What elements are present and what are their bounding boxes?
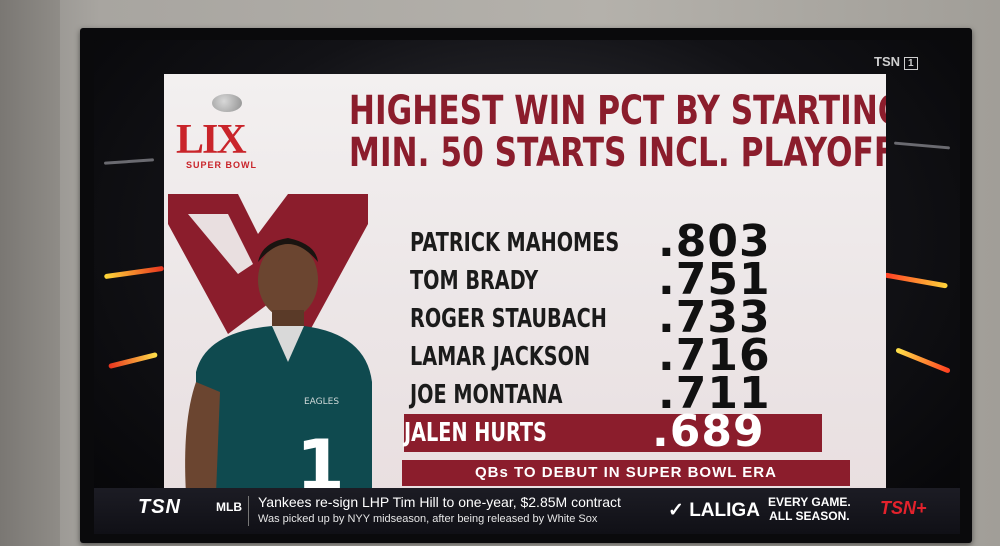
qb-row: LAMAR JACKSON .716 [410,334,830,378]
news-ticker: TSN MLB Yankees re-sign LHP Tim Hill to … [94,488,960,534]
wall [0,0,60,546]
win-pct: .803 [658,216,771,267]
qb-row: JOE MONTANA .711 [410,372,830,416]
qb-name: LAMAR JACKSON [410,342,591,372]
qb-list: PATRICK MAHOMES .803 TOM BRADY .751 ROGER ST… [404,220,830,454]
tv-screen: TSN 1 LIX SUPER BOWL HIGHEST WIN PCT BY S… [94,40,960,534]
stadium-railing [893,141,951,150]
channel-number: 1 [904,57,918,70]
svg-text:EAGLES: EAGLES [304,397,339,407]
win-pct: .751 [658,254,771,305]
super-bowl-numeral: LIX [176,117,247,163]
qb-name: ROGER STAUBACH [410,304,607,334]
qb-name: PATRICK MAHOMES [410,228,620,258]
player-photo: EAGLES 1 [185,238,372,494]
tsn-plus-logo: TSN+ [880,498,927,518]
title-line-2: MIN. 50 STARTS INCL. PLAYOFFS [348,130,886,176]
qb-name: JOE MONTANA [410,380,563,410]
laliga-icon: ✓ [668,500,690,521]
stat-graphic: LIX SUPER BOWL HIGHEST WIN PCT BY STARTI… [164,74,886,494]
promo-line-2: ALL SEASON. [769,509,850,523]
win-pct: .716 [658,330,771,381]
channel-logo: TSN [874,54,900,69]
trophy-icon [212,94,242,112]
stadium-light [884,272,948,289]
title-line-1: HIGHEST WIN PCT BY STARTING QB [348,88,886,134]
win-pct: .733 [658,292,771,343]
channel-bug: TSN 1 [874,54,918,70]
graphic-footer: QBs TO DEBUT IN SUPER BOWL ERA [402,460,850,486]
tsn-logo: TSN [138,496,181,518]
promo-line-1: EVERY GAME. [768,495,851,509]
sponsor-label: LALIGA [689,500,760,521]
win-pct: .711 [658,368,771,419]
qb-row: ROGER STAUBACH .733 [410,296,830,340]
win-pct: .689 [652,406,765,457]
qb-name: JALEN HURTS [404,418,547,448]
stadium-light [103,265,165,280]
qb-name: TOM BRADY [410,266,539,296]
highlighted-qb-row: JALEN HURTS .689 [404,410,822,454]
sponsor-logo: ✓ LALIGA [668,499,760,522]
jersey-number: 1 [296,425,345,494]
ticker-subline: Was picked up by NYY midseason, after be… [258,513,598,525]
stadium-light [895,347,951,374]
ticker-headline: Yankees re-sign LHP Tim Hill to one-year… [258,494,621,510]
super-bowl-logo: LIX SUPER BOWL [176,94,282,174]
graphic-title: HIGHEST WIN PCT BY STARTING QB MIN. 50 S… [348,88,886,176]
stadium-railing [103,158,155,165]
stadium-light [108,352,158,369]
qb-row: TOM BRADY .751 [410,258,830,302]
qb-row: PATRICK MAHOMES .803 [410,220,830,264]
super-bowl-label: SUPER BOWL [186,160,258,170]
league-label: MLB [216,500,242,514]
ticker-divider [248,496,249,526]
promo-text: EVERY GAME. ALL SEASON. [768,495,851,523]
